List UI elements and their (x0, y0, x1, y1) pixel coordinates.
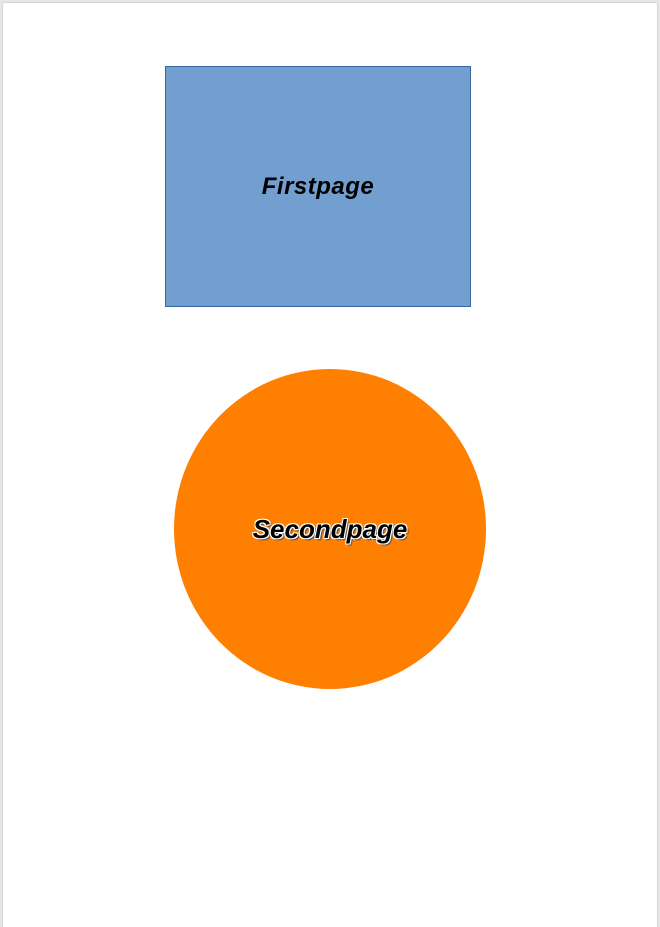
circle-label: Secondpage (252, 513, 408, 544)
circle-shape[interactable]: Secondpage (174, 369, 486, 689)
document-page: Firstpage Secondpage (3, 3, 657, 927)
rectangle-shape[interactable]: Firstpage (165, 66, 471, 307)
rectangle-label: Firstpage (261, 172, 375, 200)
